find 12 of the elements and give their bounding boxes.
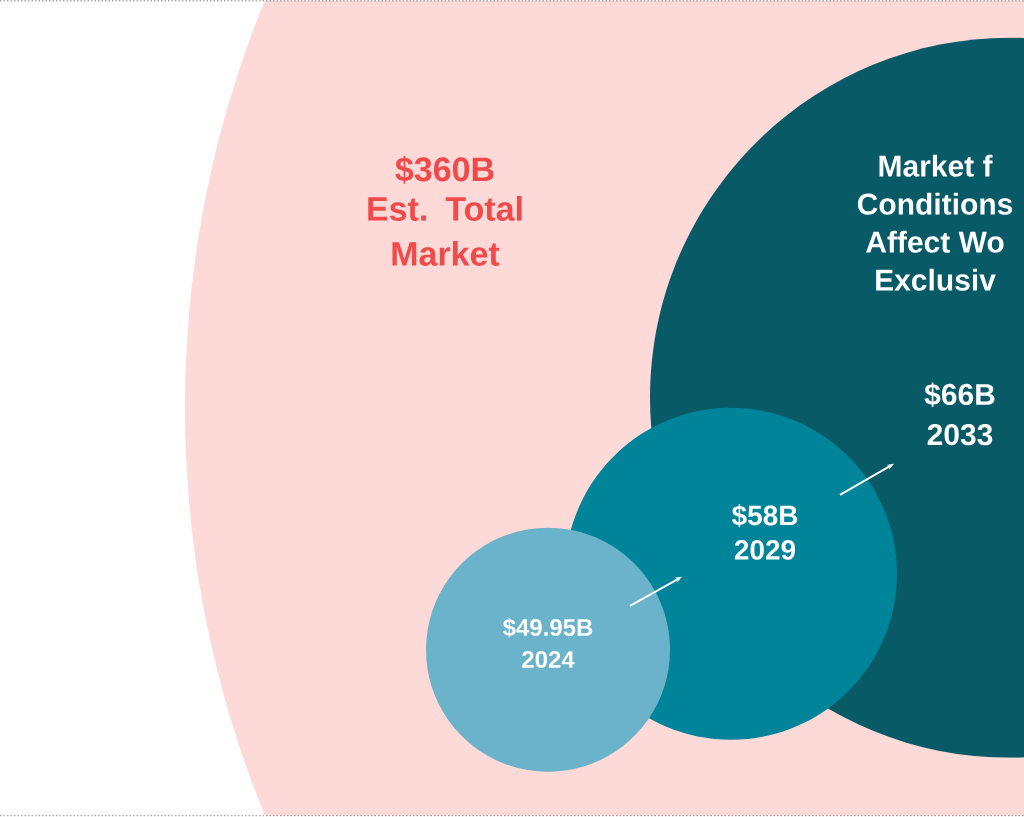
text: Affect Wo — [866, 230, 1004, 254]
category-label: 2029 — [734, 540, 796, 561]
text: Market f — [879, 154, 993, 178]
data-label: $360B — [395, 156, 494, 184]
data-label: $49.95B — [502, 618, 593, 638]
text: Exclusiv — [876, 268, 996, 292]
data-label: $66B — [924, 382, 995, 408]
category-label: Est. Total Market — [368, 196, 522, 267]
text: Conditions — [857, 192, 1013, 216]
category-label: 2024 — [522, 651, 575, 669]
category-label: 2033 — [927, 424, 993, 446]
data-label: $58B — [731, 504, 798, 528]
